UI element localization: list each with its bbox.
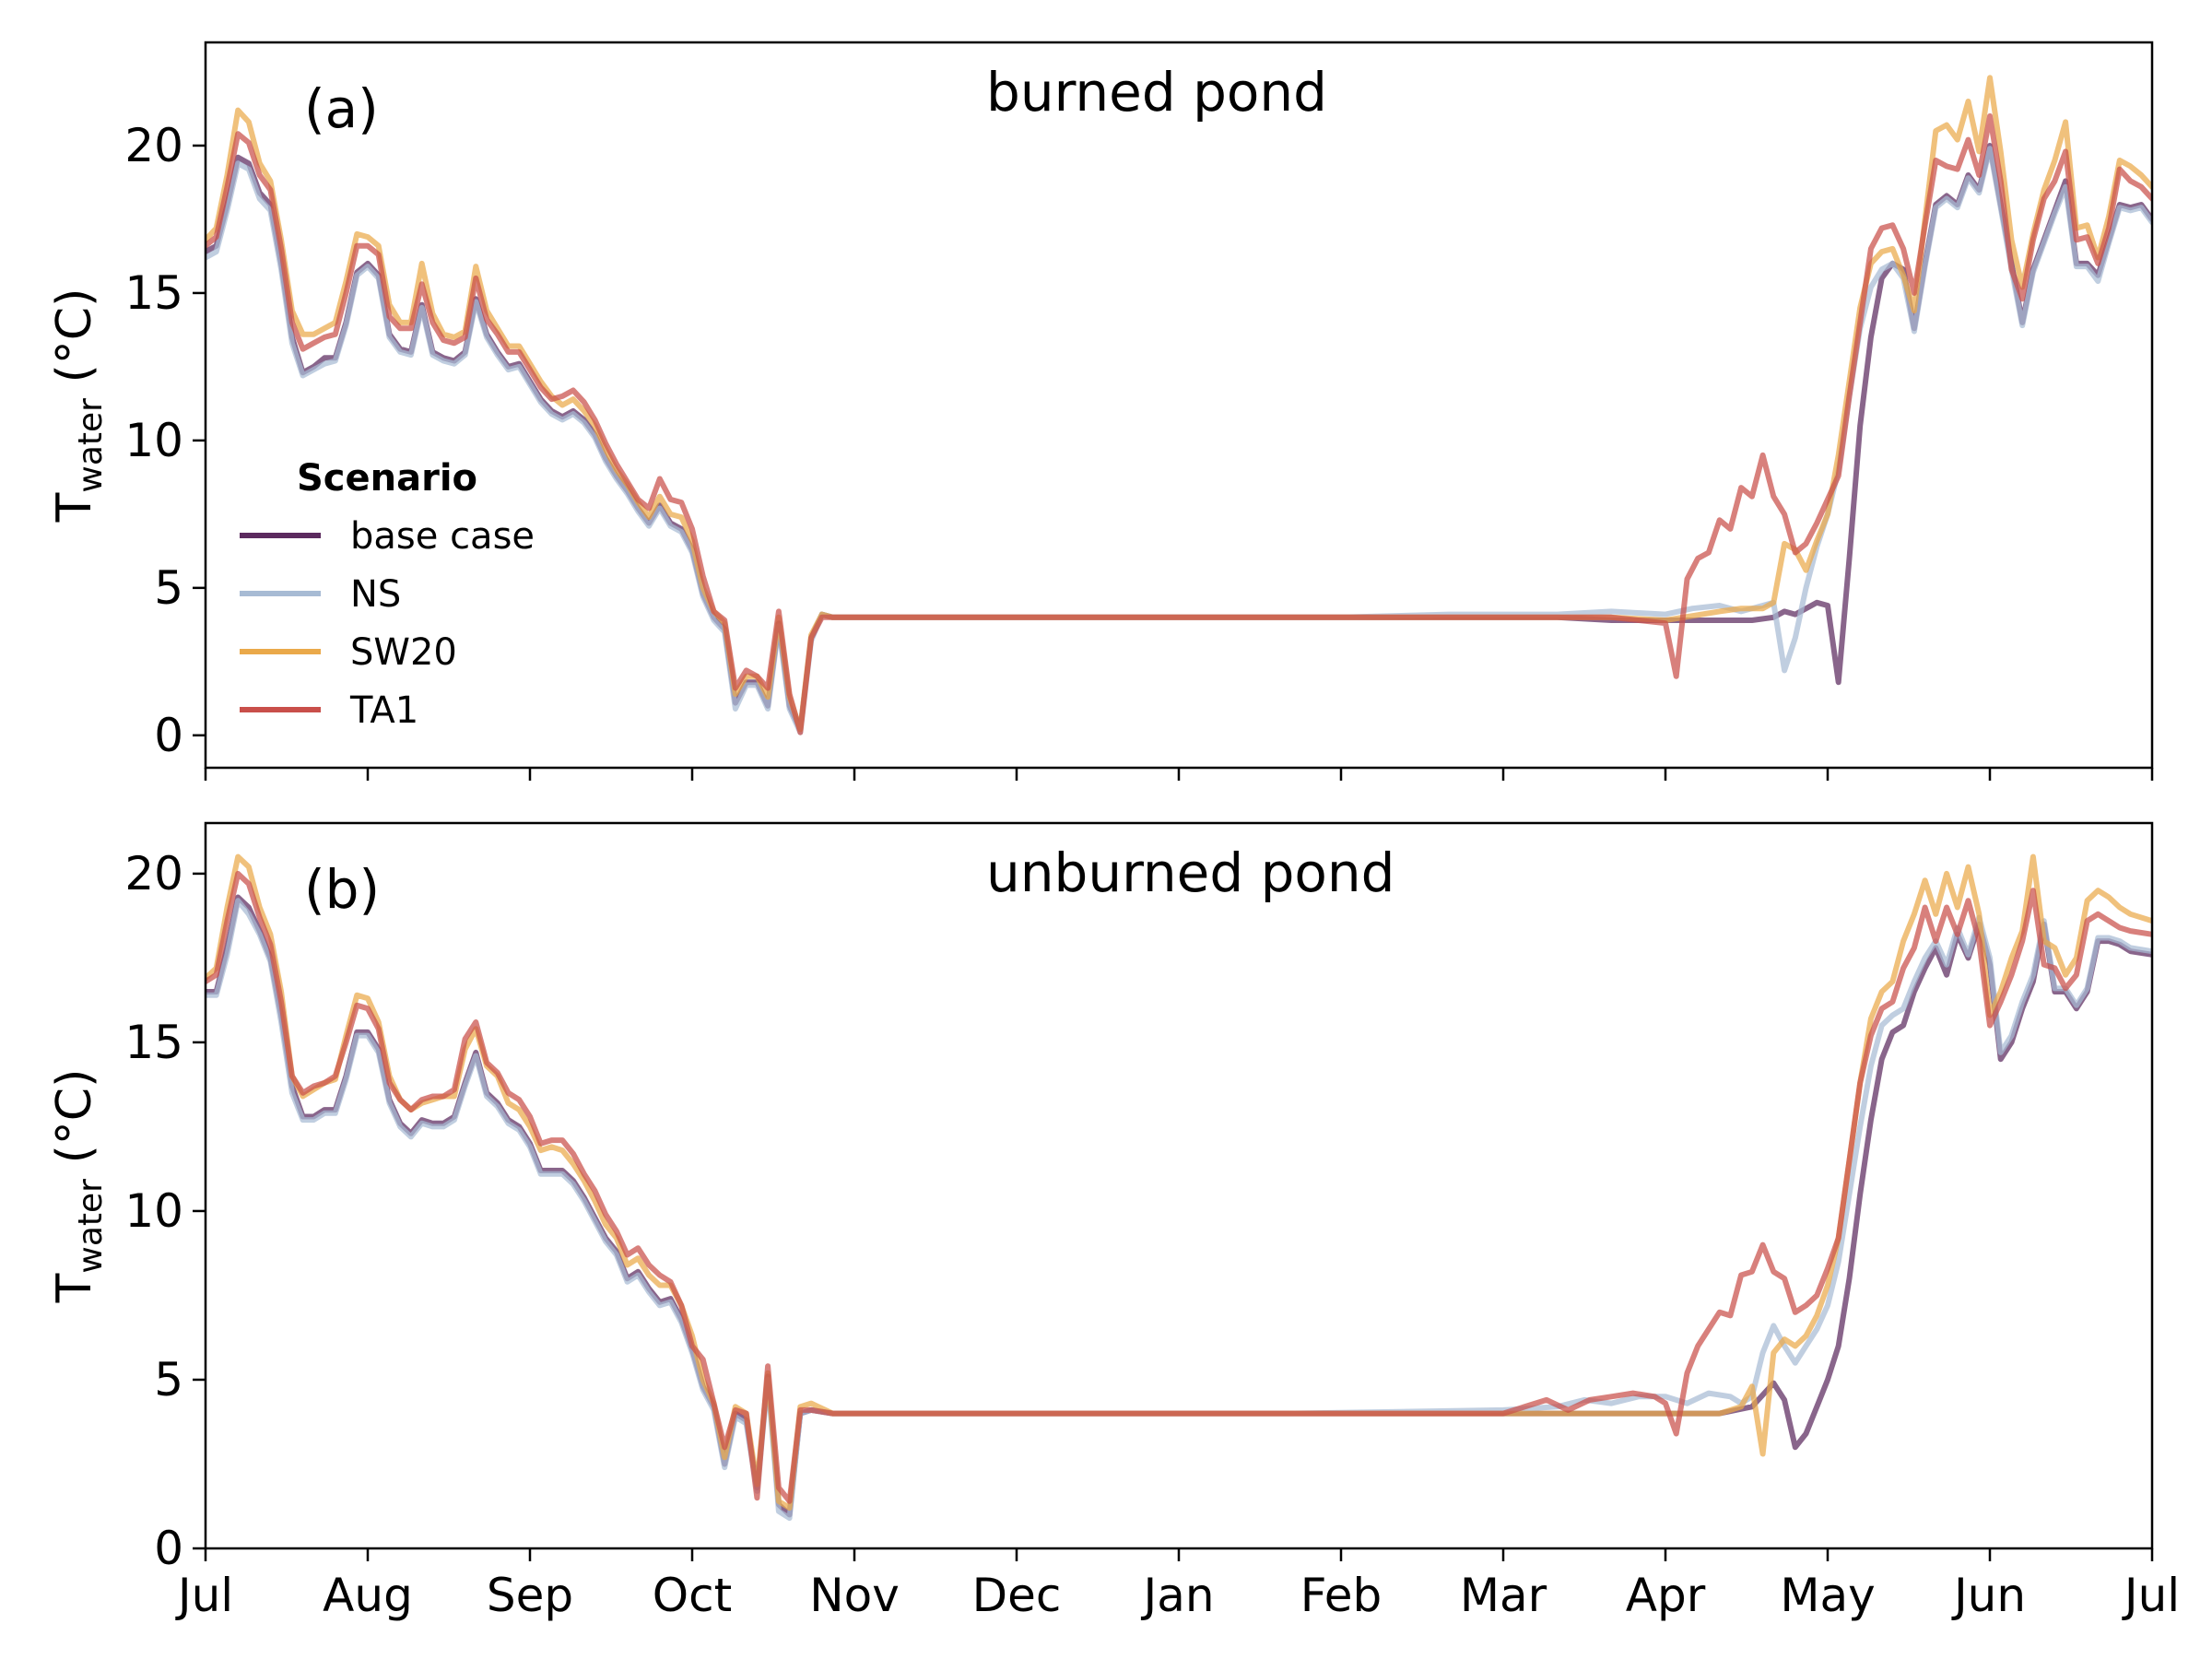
y-tick-label: 0	[154, 1522, 183, 1575]
x-tick-label: Jun	[1951, 1569, 2026, 1622]
y-tick-label: 15	[124, 266, 183, 320]
y-axis-label-unit: (°C)	[47, 1069, 102, 1179]
series-line-ta1	[206, 113, 2152, 735]
legend-title: Scenario	[297, 457, 477, 500]
panel-title: burned pond	[986, 61, 1327, 124]
x-tick-label: Nov	[809, 1569, 900, 1622]
y-tick-label: 0	[154, 709, 183, 762]
x-tick-label: Feb	[1300, 1569, 1382, 1622]
x-tick-label: Oct	[653, 1569, 732, 1622]
y-tick-label: 10	[124, 414, 183, 467]
x-tick-label: Sep	[487, 1569, 573, 1622]
legend-label-ta1: TA1	[349, 689, 418, 732]
panel-label: (b)	[304, 858, 380, 921]
series-line-ta1	[206, 870, 2152, 1504]
y-tick-label: 5	[154, 561, 183, 615]
y-axis-label-symbol: T	[47, 492, 102, 523]
panel-unburned-pond: 0 5 10 15 20 Jul Aug Sep Oct Nov Dec Jan Feb Mar Apr Ma…	[47, 821, 2180, 1622]
y-axis-label: Twater (°C)	[47, 1069, 110, 1304]
series-line-sw20	[206, 75, 2152, 733]
legend-label-ns: NS	[350, 573, 401, 616]
y-tick-label: 5	[154, 1353, 183, 1406]
y-tick-label: 20	[124, 847, 183, 900]
y-axis-label-subscript: water	[72, 1179, 110, 1274]
x-tick-label: Aug	[323, 1569, 413, 1622]
legend-label-base-case: base case	[350, 515, 535, 558]
x-tick-label: Apr	[1626, 1569, 1706, 1622]
x-tick-label: Jul	[2122, 1569, 2180, 1622]
y-axis-label-symbol: T	[47, 1273, 102, 1303]
panel-label: (a)	[304, 77, 379, 140]
panel-title: unburned pond	[986, 841, 1395, 904]
x-tick-label: May	[1780, 1569, 1875, 1622]
legend-label-sw20: SW20	[350, 631, 457, 674]
y-axis-label-subscript: water	[72, 398, 110, 493]
x-tick-label: Dec	[972, 1569, 1062, 1622]
y-axis-label: Twater (°C)	[47, 288, 110, 524]
x-tick-label: Jul	[175, 1569, 233, 1622]
y-axis-label-unit: (°C)	[47, 288, 102, 398]
series-line-ns	[206, 898, 2152, 1522]
x-tick-label: Jan	[1140, 1569, 1214, 1622]
panel-burned-pond: 0 5 10 15 20 (a) burned pond Twater (°C) Scenari…	[47, 41, 2154, 781]
y-tick-label: 20	[124, 119, 183, 172]
x-tick-label: Mar	[1460, 1569, 1547, 1622]
y-tick-label: 15	[124, 1016, 183, 1069]
y-tick-label: 10	[124, 1184, 183, 1238]
legend: Scenario base case NS SW20 TA1	[240, 457, 535, 732]
series-group	[206, 75, 2152, 735]
series-group	[206, 853, 2152, 1522]
